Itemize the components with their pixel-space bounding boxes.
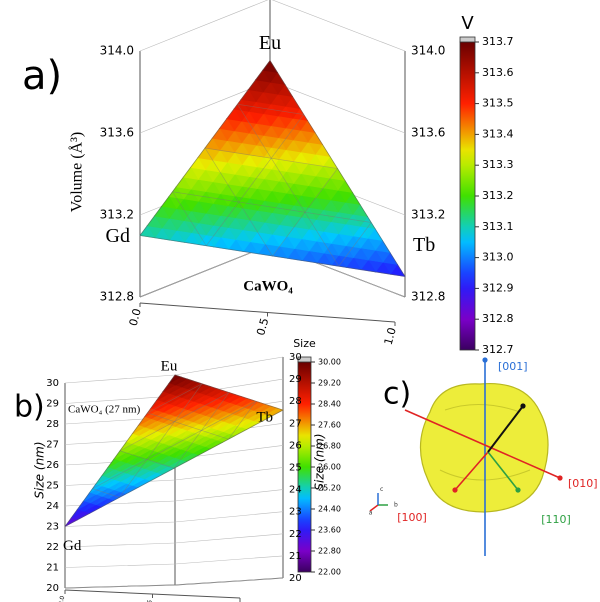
colorbar-tick-label: 313.0 <box>482 251 514 264</box>
z-tick-label: 26 <box>46 460 59 471</box>
icon-label: b <box>394 502 398 509</box>
colorbar-tick-label: 25.20 <box>318 484 341 493</box>
colorbar-tick-label: 29.20 <box>318 379 341 388</box>
z-tick-label: 23 <box>289 507 302 518</box>
vertex-label: Gd <box>63 538 82 554</box>
z-tick-label: 30 <box>46 378 59 389</box>
colorbar-title: Size <box>293 337 316 350</box>
z-tick-label: 29 <box>46 399 59 410</box>
center-label: CaWO₄ <box>243 278 293 294</box>
colorbar-tick-label: 313.5 <box>482 97 514 110</box>
y-axis-label: Volume (Å³) <box>68 132 86 213</box>
direction-head <box>520 403 525 408</box>
z-tick-label: 313.2 <box>411 208 445 222</box>
floor <box>65 578 283 588</box>
direction-label: [110] <box>541 513 571 526</box>
vertex-label: Eu <box>259 32 281 54</box>
z-tick-label: 313.2 <box>100 208 134 222</box>
annotation: CaWO₄ (27 nm) <box>68 404 141 416</box>
colorbar-tick-label: 30.00 <box>318 358 341 367</box>
panel-c-label: c) <box>383 377 411 412</box>
surface <box>65 375 283 527</box>
x-tick-label: 0.5 <box>254 317 271 337</box>
panel-a-label: a) <box>22 53 62 99</box>
colorbar-tick-label: 313.7 <box>482 35 514 48</box>
grid-line <box>65 578 283 588</box>
colorbar-tick-label: 312.9 <box>482 281 514 294</box>
z-tick-label: 29 <box>289 374 302 385</box>
z-tick-label: 25 <box>46 481 59 492</box>
colorbar-tick-label: 23.60 <box>318 526 341 535</box>
y-axis-label: Size (nm) <box>33 441 47 498</box>
x-tick-label: 0.0 <box>127 307 144 327</box>
z-tick-label: 312.8 <box>100 290 134 304</box>
grid-line <box>65 534 283 547</box>
colorbar-tick-label: 313.6 <box>482 66 514 79</box>
colorbar-tick-label: 24.40 <box>318 505 341 514</box>
direction-head <box>515 487 520 492</box>
z-tick-label: 24 <box>46 501 59 512</box>
colorbar-tick-label: 26.80 <box>318 442 341 451</box>
vertex-label: Tb <box>256 409 273 425</box>
direction-head <box>482 357 487 362</box>
z-tick-label: 22 <box>289 529 302 540</box>
grid-line <box>65 512 283 527</box>
z-tick-label: 28 <box>289 396 302 407</box>
direction-head <box>557 475 562 480</box>
z-tick-label: 21 <box>289 551 302 562</box>
z-tick-label: 30 <box>289 352 302 363</box>
icon-label: c <box>380 486 383 493</box>
colorbar-tick-label: 22.80 <box>318 547 341 556</box>
x-tick-label: 1.0 <box>382 326 399 346</box>
z-tick-label: 314.0 <box>100 44 134 58</box>
colorbar-tick-label: 313.4 <box>482 127 514 140</box>
figure: a) b) c) Volume (Å³) CaWO₄ Size (nm) Siz… <box>0 0 600 602</box>
colorbar-tick-label: 313.2 <box>482 189 514 202</box>
vertex-label: Gd <box>106 225 130 247</box>
z-tick-label: 20 <box>46 583 59 594</box>
z-tick-label: 20 <box>289 573 302 584</box>
colorbar-tick-label: 27.60 <box>318 421 341 430</box>
colorbar-title: V <box>461 13 474 34</box>
z-tick-label: 312.8 <box>411 290 445 304</box>
colorbar-tick-label: 313.3 <box>482 158 514 171</box>
x-tick-label: 0.0 <box>57 595 66 602</box>
z-tick-label: 27 <box>46 440 59 451</box>
z-tick-label: 25 <box>289 463 302 474</box>
colorbar <box>460 42 475 350</box>
vertex-label: Eu <box>161 358 178 374</box>
grid-line <box>65 556 283 568</box>
z-tick-label: 314.0 <box>411 44 445 58</box>
icon-label: a <box>369 509 373 516</box>
colorbar-tick-label: 22.00 <box>318 568 341 577</box>
colorbar-tick-label: 312.7 <box>482 343 514 356</box>
z-tick-label: 27 <box>289 418 302 429</box>
colorbar-tick-label: 312.8 <box>482 312 514 325</box>
z-tick-label: 313.6 <box>411 126 445 140</box>
surface-facet <box>263 61 278 73</box>
direction-label: [010] <box>568 477 598 490</box>
z-tick-label: 24 <box>289 485 302 496</box>
vertex-label: Tb <box>413 234 435 256</box>
direction-label: [001] <box>498 360 528 373</box>
direction-head <box>452 487 457 492</box>
surface <box>140 61 405 277</box>
colorbar-tick-label: 28.40 <box>318 400 341 409</box>
panel-b-label: b) <box>14 390 45 425</box>
z-tick-label: 22 <box>46 542 59 553</box>
colorbar-tick-label: 313.1 <box>482 220 514 233</box>
z-tick-label: 21 <box>46 563 59 574</box>
z-tick-label: 28 <box>46 419 59 430</box>
direction-label: [100] <box>397 511 427 524</box>
colorbar-tick-label: 26.00 <box>318 463 341 472</box>
z-tick-label: 26 <box>289 440 302 451</box>
z-tick-label: 23 <box>46 522 59 533</box>
colorbar-cap <box>460 37 475 42</box>
z-tick-label: 313.6 <box>100 126 134 140</box>
